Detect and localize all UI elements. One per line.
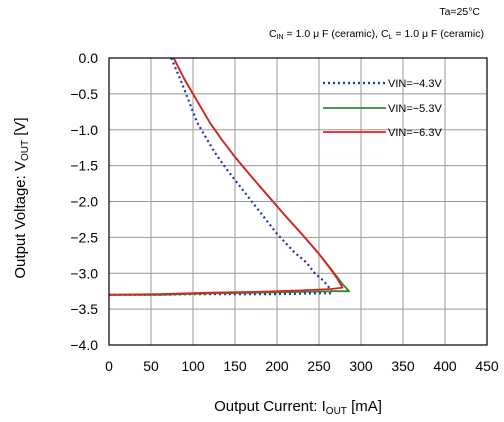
y-tick-label: −0.5 <box>70 86 98 102</box>
plot-area-frame <box>108 57 488 346</box>
y-tick-label: −3.0 <box>70 265 98 281</box>
y-tick-label: −2.0 <box>70 194 98 210</box>
series-layer <box>108 57 351 296</box>
legend-label-3: VIN=−6.3V <box>388 127 442 139</box>
x-axis-label: Output Current: IOUT [mA] <box>214 398 382 417</box>
y-tick-label: −3.5 <box>70 301 98 317</box>
series-line-1 <box>109 57 334 296</box>
x-tick-label: 350 <box>391 358 415 374</box>
x-tick-label: 250 <box>307 358 331 374</box>
y-tick-label: −1.5 <box>70 158 98 174</box>
x-tick-label: 400 <box>433 358 457 374</box>
x-tick-labels: 0 50 100 150 200 250 300 350 400 450 <box>105 358 499 374</box>
y-tick-labels: 0.0 −0.5 −1.0 −1.5 −2.0 −2.5 −3.0 −3.5 −4.0 <box>70 50 98 353</box>
y-tick-label: 0.0 <box>79 50 99 66</box>
grid <box>108 57 488 346</box>
legend: VIN=−4.3V VIN=−5.3V VIN=−6.3V <box>323 78 442 139</box>
x-tick-label: 450 <box>475 358 499 374</box>
x-tick-label: 300 <box>349 358 373 374</box>
x-tick-label: 0 <box>105 358 113 374</box>
y-tick-label: −2.5 <box>70 229 98 245</box>
legend-label-2: VIN=−5.3V <box>388 103 442 115</box>
x-tick-label: 150 <box>223 358 247 374</box>
temperature-annotation: Ta=25°C <box>439 6 480 18</box>
y-axis-label: Output Voltage: VOUT [V] <box>12 117 31 278</box>
y-tick-label: −1.0 <box>70 122 98 138</box>
x-tick-label: 50 <box>143 358 159 374</box>
series-line-3 <box>108 57 344 296</box>
capacitor-annotation: CIN = 1.0 μ F (ceramic), CL = 1.0 μ F (c… <box>269 28 484 41</box>
x-tick-label: 200 <box>265 358 289 374</box>
y-tick-label: −4.0 <box>70 337 98 353</box>
x-tick-label: 100 <box>181 358 205 374</box>
legend-label-1: VIN=−4.3V <box>388 78 442 90</box>
